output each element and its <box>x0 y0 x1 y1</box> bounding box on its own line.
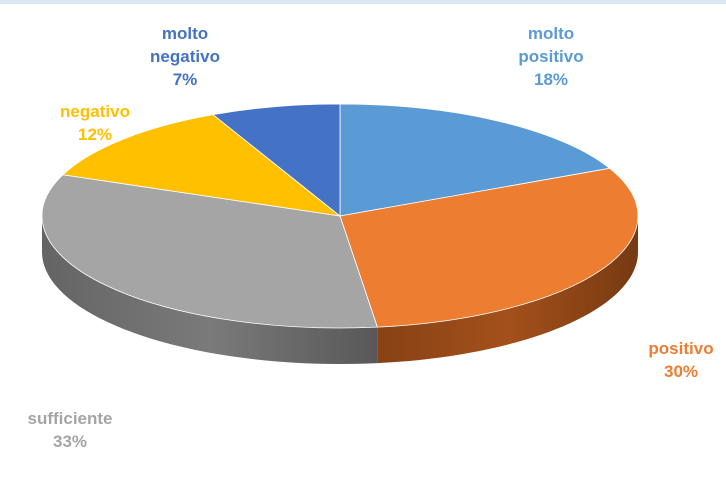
slice-percent: 7% <box>172 70 198 89</box>
pie-slice-molto-positivo <box>339 103 611 217</box>
slice-label-negativo: negativo 12% <box>40 100 150 146</box>
slice-label-sufficiente: sufficiente 33% <box>10 407 130 453</box>
slice-label-molto-negativo: molto negativo 7% <box>130 22 240 91</box>
slice-label-molto-positivo: molto positivo 18% <box>496 22 606 91</box>
pie-side-shade <box>377 216 638 364</box>
slice-label-line: molto <box>527 24 575 43</box>
pie-slice-positivo <box>339 167 639 328</box>
slice-label-positivo: positivo 30% <box>636 337 726 383</box>
slice-label-line: negativo <box>150 47 220 66</box>
slice-label-line: negativo <box>60 102 130 121</box>
slice-percent: 12% <box>77 125 113 144</box>
slice-label-line: positivo <box>648 339 714 358</box>
pie-slice-negativo <box>62 114 342 217</box>
pie-slice-sufficiente <box>41 174 378 329</box>
slice-percent: 30% <box>663 362 699 381</box>
pie-chart-plot <box>41 103 639 364</box>
slice-percent: 18% <box>533 70 569 89</box>
slice-label-line: molto <box>161 24 209 43</box>
slice-label-line: sufficiente <box>27 409 113 428</box>
slice-label-line: positivo <box>518 47 584 66</box>
pie-slice-molto-negativo <box>212 103 341 217</box>
slice-percent: 33% <box>52 432 88 451</box>
